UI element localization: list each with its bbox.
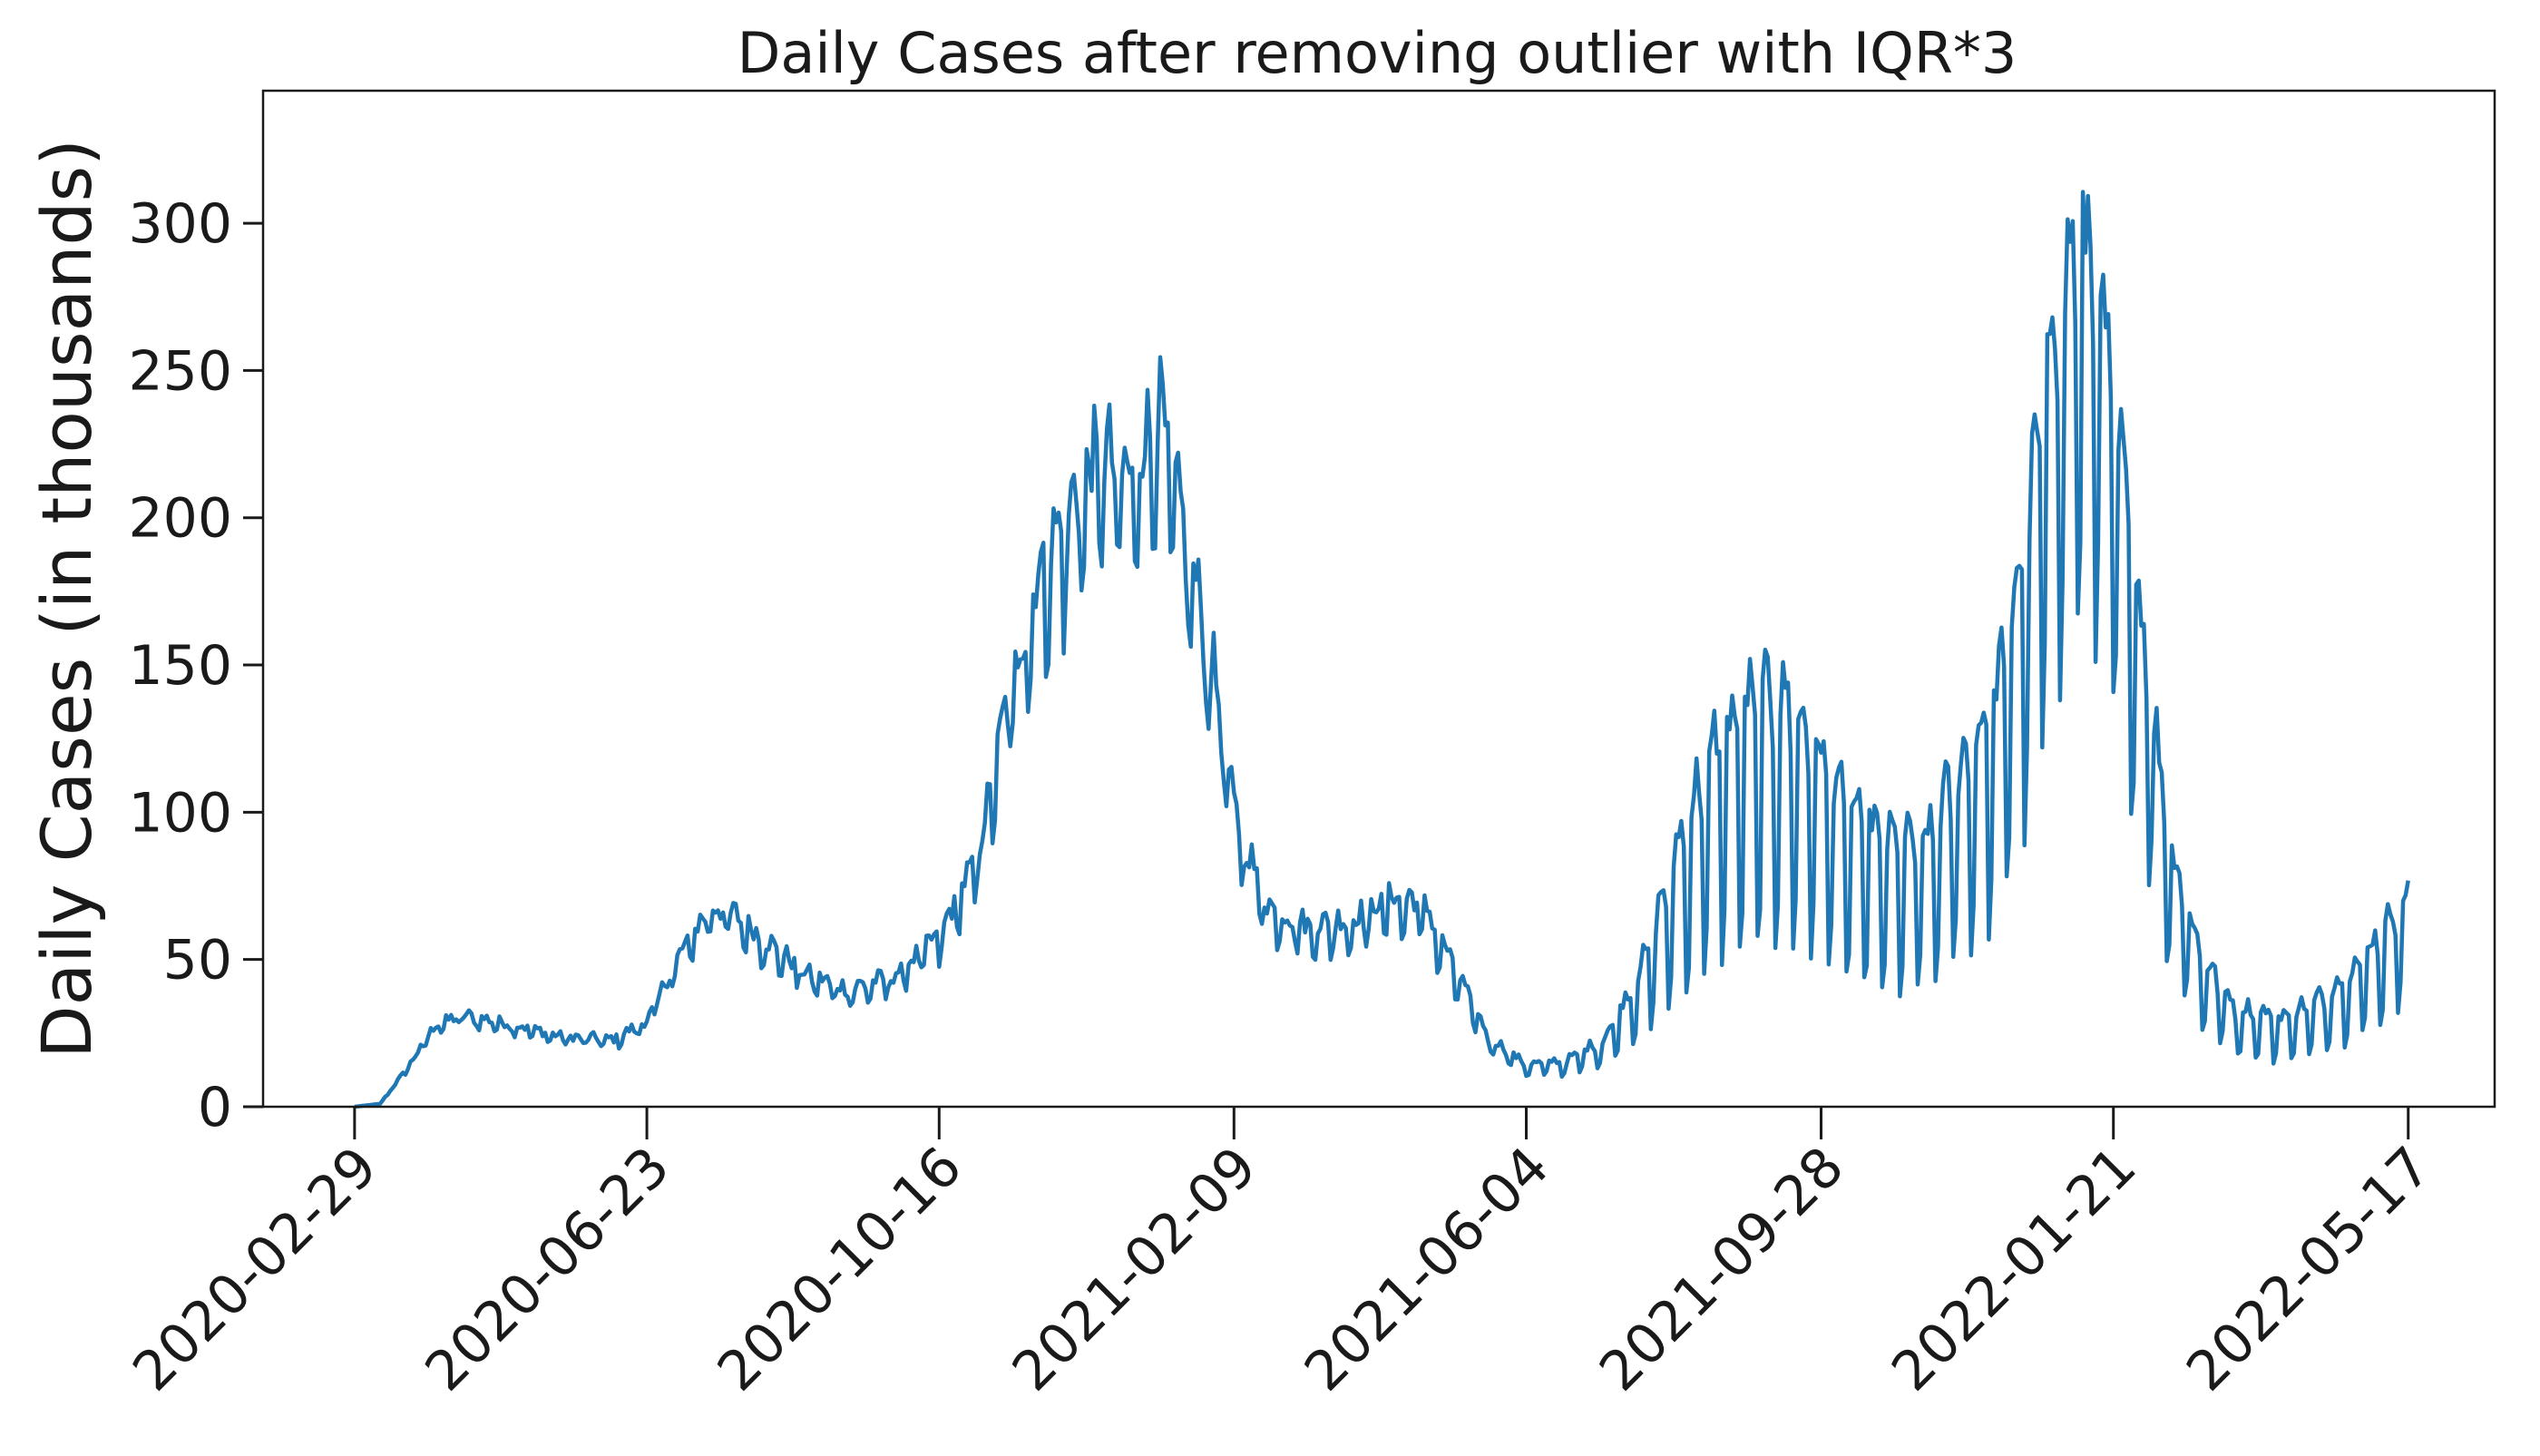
x-axis: 2020-02-29 2020-06-23 2020-10-16 2021-02-09…: [121, 1107, 2443, 1403]
x-tick-label: 2021-02-09: [1001, 1135, 1269, 1403]
y-tick-label: 0: [198, 1076, 232, 1139]
x-tick-label: 2020-10-16: [706, 1135, 974, 1403]
x-tick-label: 2022-01-21: [1880, 1135, 2148, 1403]
x-tick-label: 2021-09-28: [1588, 1135, 1856, 1403]
x-tick-label: 2021-06-04: [1293, 1135, 1561, 1403]
chart-title: Daily Cases after removing outlier with …: [738, 20, 2017, 86]
y-tick-label: 200: [128, 487, 232, 551]
daily-cases-line: [354, 190, 2410, 1109]
y-axis-label: Daily Cases (in thousands): [26, 139, 107, 1059]
plot-area: [354, 190, 2410, 1109]
x-tick-label: 2020-06-23: [414, 1135, 682, 1403]
y-tick-label: 250: [128, 339, 232, 403]
x-tick-label: 2020-02-29: [121, 1135, 389, 1403]
x-tick-label: 2022-05-17: [2174, 1135, 2443, 1403]
y-tick-label: 100: [128, 781, 232, 845]
y-axis: 0 50 100 150 200 250 300: [128, 192, 263, 1139]
y-tick-label: 150: [128, 634, 232, 698]
plot-frame: [261, 89, 2496, 1109]
y-tick-label: 50: [163, 929, 232, 992]
y-tick-label: 300: [128, 192, 232, 256]
